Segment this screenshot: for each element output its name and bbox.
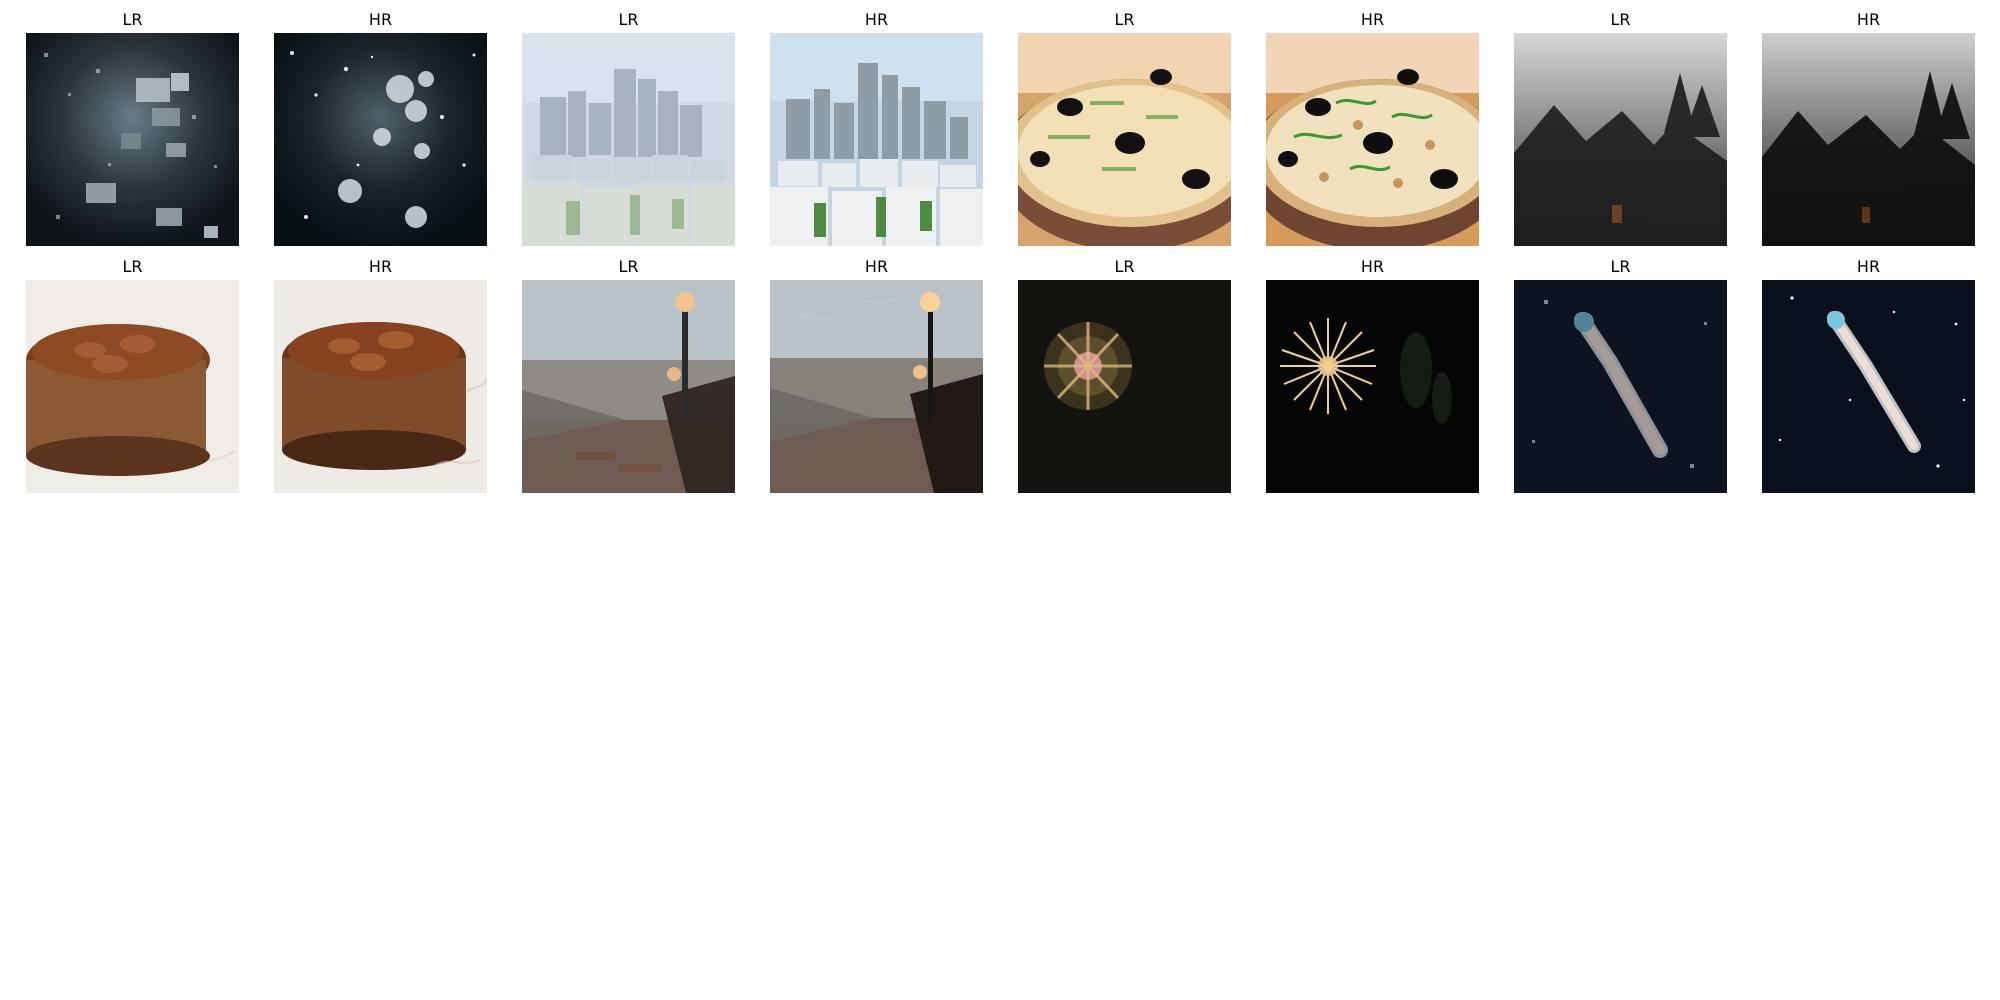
city-skyline-lr-image <box>522 33 735 246</box>
panel-title: HR <box>368 10 393 29</box>
panel-title: LR <box>122 257 143 276</box>
panel-title: HR <box>368 257 393 276</box>
chocolate-mousse-hr-image <box>274 280 487 493</box>
panel-title: LR <box>1114 257 1135 276</box>
comet-hr-image <box>1762 280 1975 493</box>
panel-title: HR <box>864 257 889 276</box>
panel-title: LR <box>618 257 639 276</box>
panel-title: HR <box>1360 257 1385 276</box>
panel-title: LR <box>618 10 639 29</box>
chocolate-mousse-lr-image <box>26 280 239 493</box>
panel-title: LR <box>1610 257 1631 276</box>
pizza-lr-image <box>1018 33 1231 246</box>
snow-night-hr-image <box>274 33 487 246</box>
panel-title: LR <box>1610 10 1631 29</box>
foggy-forest-lr-image <box>1514 33 1727 246</box>
city-skyline-hr-image <box>770 33 983 246</box>
firework-hr-image <box>1266 280 1479 493</box>
foggy-forest-hr-image <box>1762 33 1975 246</box>
firework-lr-image <box>1018 280 1231 493</box>
panel-title: HR <box>864 10 889 29</box>
panel-title: HR <box>1856 257 1881 276</box>
panel-title: HR <box>1856 10 1881 29</box>
comet-lr-image <box>1514 280 1727 493</box>
bridge-lamp-lr-image <box>522 280 735 493</box>
panel-title: LR <box>122 10 143 29</box>
panel-title: HR <box>1360 10 1385 29</box>
snow-night-lr-image <box>26 33 239 246</box>
bridge-lamp-hr-image <box>770 280 983 493</box>
panel-title: LR <box>1114 10 1135 29</box>
pizza-hr-image <box>1266 33 1479 246</box>
